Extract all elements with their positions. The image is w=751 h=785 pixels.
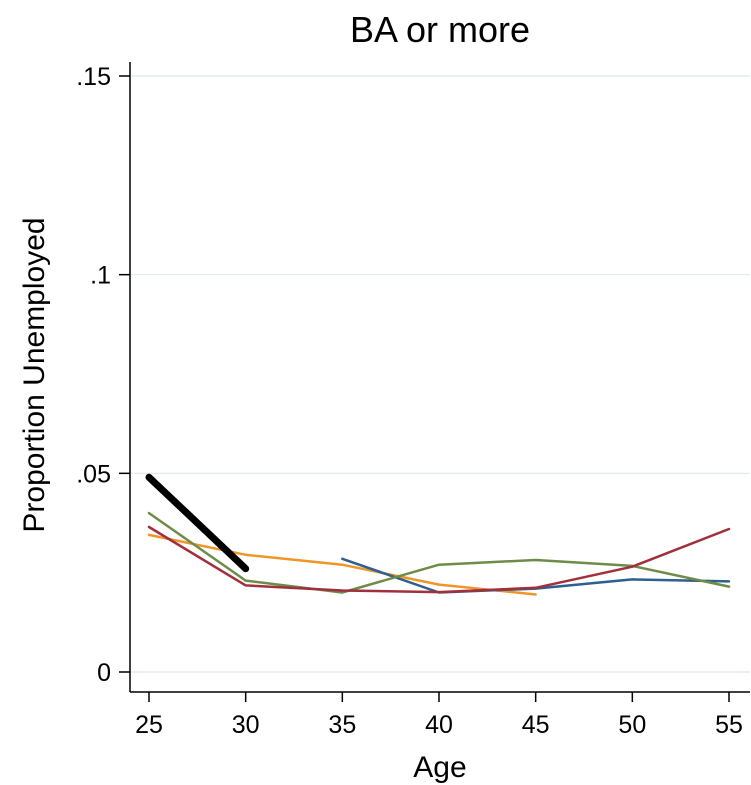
x-tick-label: 40 — [425, 711, 453, 739]
x-axis-ticks: 25 30 35 40 45 50 55 — [135, 692, 743, 739]
x-axis-label: Age — [413, 751, 466, 784]
y-tick-label: .15 — [76, 63, 111, 91]
x-tick-label: 55 — [715, 711, 743, 739]
x-tick-label: 45 — [522, 711, 550, 739]
series-line-5 — [147, 525, 731, 594]
series-layer — [145, 473, 731, 596]
y-tick-label: 0 — [97, 659, 111, 687]
series-line-2 — [147, 533, 537, 596]
series-line-1 — [145, 473, 250, 573]
y-axis-ticks: 0 .05 .1 .15 — [76, 63, 130, 687]
x-tick-label: 30 — [232, 711, 260, 739]
chart-title: BA or more — [350, 9, 530, 50]
y-tick-label: .1 — [90, 262, 111, 290]
x-tick-label: 50 — [618, 711, 646, 739]
gridlines — [131, 75, 750, 673]
y-tick-label: .05 — [76, 460, 111, 488]
y-axis-label: Proportion Unemployed — [18, 217, 51, 532]
x-tick-label: 35 — [328, 711, 356, 739]
x-tick-label: 25 — [135, 711, 163, 739]
